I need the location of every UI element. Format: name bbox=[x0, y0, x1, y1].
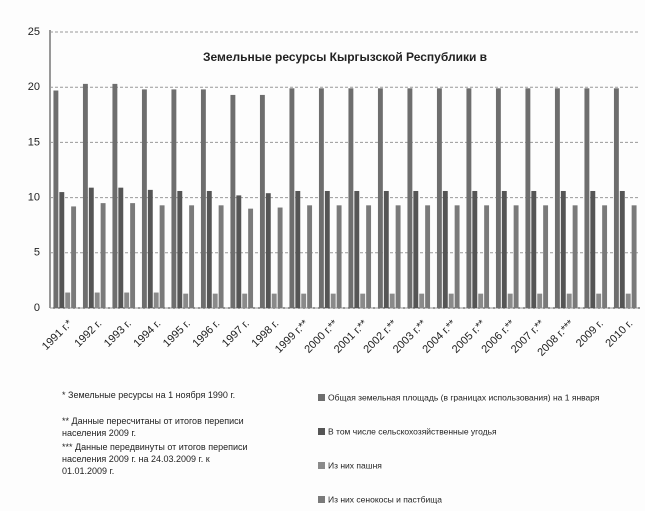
bar bbox=[259, 94, 265, 308]
bar bbox=[159, 205, 165, 308]
bar bbox=[112, 83, 118, 308]
bar bbox=[360, 293, 366, 308]
legend-label: В том числе сельскохозяйственные угодья bbox=[328, 426, 497, 436]
bar bbox=[118, 187, 124, 308]
bar bbox=[295, 190, 301, 308]
bar bbox=[130, 203, 136, 308]
bar bbox=[348, 88, 354, 308]
footnote: * Земельные ресурсы на 1 ноября 1990 г. bbox=[62, 390, 235, 400]
bar bbox=[53, 90, 59, 309]
bar bbox=[354, 190, 360, 308]
bar bbox=[189, 205, 195, 308]
bar bbox=[566, 293, 572, 308]
bar bbox=[94, 292, 100, 308]
bar bbox=[537, 293, 543, 308]
bar bbox=[248, 208, 254, 308]
bar bbox=[407, 88, 413, 308]
bar bbox=[65, 292, 71, 308]
bar bbox=[71, 206, 77, 308]
bar bbox=[389, 293, 395, 308]
bar bbox=[525, 88, 531, 308]
bar bbox=[531, 190, 537, 308]
bar bbox=[448, 293, 454, 308]
bar bbox=[242, 293, 248, 308]
bar bbox=[171, 89, 177, 309]
bar bbox=[301, 293, 307, 308]
bar bbox=[218, 205, 224, 308]
y-tick-label: 20 bbox=[28, 81, 40, 93]
bar bbox=[554, 88, 560, 308]
bar bbox=[324, 190, 330, 308]
bar bbox=[141, 89, 147, 309]
chart-title: Земельные ресурсы Кыргызской Республики … bbox=[203, 50, 487, 64]
legend-swatch bbox=[318, 428, 325, 435]
y-tick-label: 5 bbox=[34, 247, 40, 259]
bar bbox=[513, 205, 519, 308]
bar bbox=[596, 293, 602, 308]
bar bbox=[442, 190, 448, 308]
bar bbox=[230, 94, 236, 308]
bar bbox=[289, 88, 295, 308]
bar bbox=[425, 205, 431, 308]
bar bbox=[507, 293, 513, 308]
bar bbox=[377, 88, 383, 308]
bar bbox=[88, 187, 94, 308]
y-tick-label: 0 bbox=[34, 302, 40, 314]
bar bbox=[631, 205, 637, 308]
bar bbox=[466, 88, 472, 308]
legend-swatch bbox=[318, 394, 325, 401]
bar bbox=[613, 88, 619, 308]
bar bbox=[206, 190, 212, 308]
bar bbox=[177, 190, 183, 308]
legend-label: Из них пашня bbox=[328, 460, 382, 470]
bar bbox=[330, 293, 336, 308]
bar bbox=[543, 205, 549, 308]
bar bbox=[560, 190, 566, 308]
bar bbox=[124, 292, 130, 308]
bar bbox=[572, 205, 578, 308]
footnote: ** Данные пересчитаны от итогов переписи… bbox=[62, 416, 244, 438]
bar bbox=[484, 205, 490, 308]
bar bbox=[200, 89, 206, 309]
bar bbox=[436, 88, 442, 308]
bar bbox=[383, 190, 389, 308]
y-tick-label: 15 bbox=[28, 136, 40, 148]
bar bbox=[590, 190, 596, 308]
bar bbox=[472, 190, 478, 308]
bar bbox=[395, 205, 401, 308]
bar bbox=[212, 293, 218, 308]
bar bbox=[82, 83, 88, 308]
bar bbox=[59, 192, 65, 308]
y-tick-label: 25 bbox=[28, 26, 40, 38]
bar bbox=[236, 195, 242, 308]
bar bbox=[501, 190, 507, 308]
bar bbox=[153, 292, 159, 308]
bar bbox=[413, 190, 419, 308]
bar bbox=[307, 205, 313, 308]
bar bbox=[318, 88, 324, 308]
legend-label: Из них сенокосы и пастбища bbox=[328, 494, 442, 504]
bar bbox=[271, 293, 277, 308]
legend-label: Общая земельная площадь (в границах испо… bbox=[328, 392, 600, 402]
bar bbox=[265, 193, 271, 308]
bar bbox=[100, 203, 106, 308]
bar bbox=[495, 88, 501, 308]
bar bbox=[602, 205, 608, 308]
bar bbox=[584, 88, 590, 308]
footnote: *** Данные передвинуты от итогов перепис… bbox=[62, 442, 248, 476]
bar bbox=[277, 207, 283, 308]
y-tick-label: 10 bbox=[28, 192, 40, 204]
bar bbox=[336, 205, 342, 308]
legend-swatch bbox=[318, 462, 325, 469]
legend-swatch bbox=[318, 496, 325, 503]
bar bbox=[619, 190, 625, 308]
bar bbox=[147, 189, 153, 308]
bar bbox=[419, 293, 425, 308]
bar bbox=[625, 293, 631, 308]
bar bbox=[478, 293, 484, 308]
bar bbox=[454, 205, 460, 308]
bar bbox=[183, 293, 189, 308]
bar bbox=[366, 205, 372, 308]
